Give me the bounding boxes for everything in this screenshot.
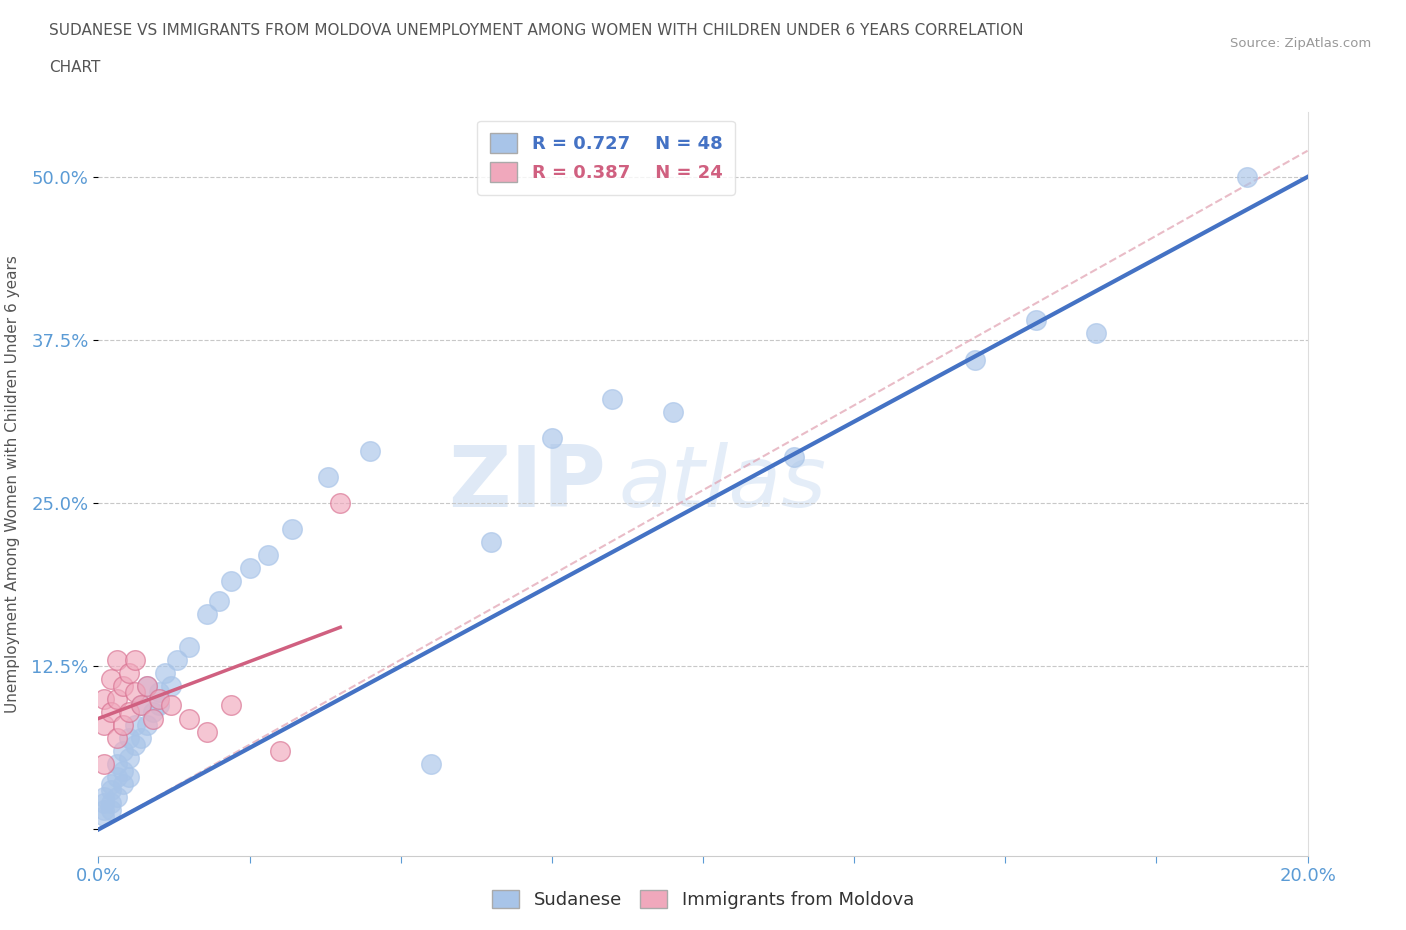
Point	[100, 672, 122, 687]
Point	[142, 711, 165, 726]
Text: SUDANESE VS IMMIGRANTS FROM MOLDOVA UNEMPLOYMENT AMONG WOMEN WITH CHILDREN UNDER: SUDANESE VS IMMIGRANTS FROM MOLDOVA UNEM…	[49, 23, 1024, 38]
Point	[153, 666, 176, 681]
Point	[221, 574, 243, 589]
Point	[93, 796, 115, 811]
Point	[135, 718, 157, 733]
Point	[269, 744, 291, 759]
Point	[105, 770, 128, 785]
Point	[420, 757, 443, 772]
Point	[221, 698, 243, 713]
Point	[105, 652, 128, 667]
Point	[118, 666, 141, 681]
Point	[100, 783, 122, 798]
Point	[100, 803, 122, 817]
Point	[111, 679, 134, 694]
Point	[1236, 169, 1258, 184]
Point	[329, 496, 352, 511]
Text: ZIP: ZIP	[449, 442, 606, 525]
Point	[100, 705, 122, 720]
Text: atlas: atlas	[619, 442, 827, 525]
Legend: R = 0.727    N = 48, R = 0.387    N = 24: R = 0.727 N = 48, R = 0.387 N = 24	[478, 121, 735, 194]
Point	[105, 790, 128, 804]
Y-axis label: Unemployment Among Women with Children Under 6 years: Unemployment Among Women with Children U…	[6, 255, 20, 712]
Point	[195, 724, 218, 739]
Point	[124, 737, 146, 752]
Point	[124, 718, 146, 733]
Point	[281, 522, 304, 537]
Point	[179, 639, 201, 654]
Point	[118, 731, 141, 746]
Point	[239, 561, 262, 576]
Point	[105, 692, 128, 707]
Point	[1024, 313, 1046, 328]
Point	[166, 652, 188, 667]
Point	[111, 777, 134, 791]
Point	[100, 796, 122, 811]
Point	[160, 679, 183, 694]
Point	[93, 757, 115, 772]
Text: CHART: CHART	[49, 60, 101, 75]
Point	[1085, 326, 1108, 341]
Text: Source: ZipAtlas.com: Source: ZipAtlas.com	[1230, 37, 1371, 50]
Point	[118, 770, 141, 785]
Point	[93, 692, 115, 707]
Point	[93, 809, 115, 824]
Point	[208, 593, 231, 608]
Point	[93, 718, 115, 733]
Point	[100, 777, 122, 791]
Point	[105, 757, 128, 772]
Point	[118, 705, 141, 720]
Point	[148, 685, 170, 700]
Point	[316, 470, 339, 485]
Point	[129, 698, 152, 713]
Point	[965, 352, 987, 367]
Point	[179, 711, 201, 726]
Legend: Sudanese, Immigrants from Moldova: Sudanese, Immigrants from Moldova	[485, 883, 921, 916]
Point	[129, 731, 152, 746]
Point	[129, 698, 152, 713]
Point	[481, 535, 503, 550]
Point	[148, 698, 170, 713]
Point	[93, 790, 115, 804]
Point	[783, 450, 806, 465]
Point	[256, 548, 278, 563]
Point	[118, 751, 141, 765]
Point	[602, 392, 624, 406]
Point	[142, 705, 165, 720]
Point	[148, 692, 170, 707]
Point	[195, 606, 218, 621]
Point	[124, 652, 146, 667]
Point	[111, 744, 134, 759]
Point	[661, 405, 683, 419]
Point	[111, 764, 134, 778]
Point	[160, 698, 183, 713]
Point	[135, 679, 157, 694]
Point	[540, 431, 562, 445]
Point	[360, 444, 382, 458]
Point	[135, 679, 157, 694]
Point	[124, 685, 146, 700]
Point	[93, 803, 115, 817]
Point	[111, 718, 134, 733]
Point	[105, 731, 128, 746]
